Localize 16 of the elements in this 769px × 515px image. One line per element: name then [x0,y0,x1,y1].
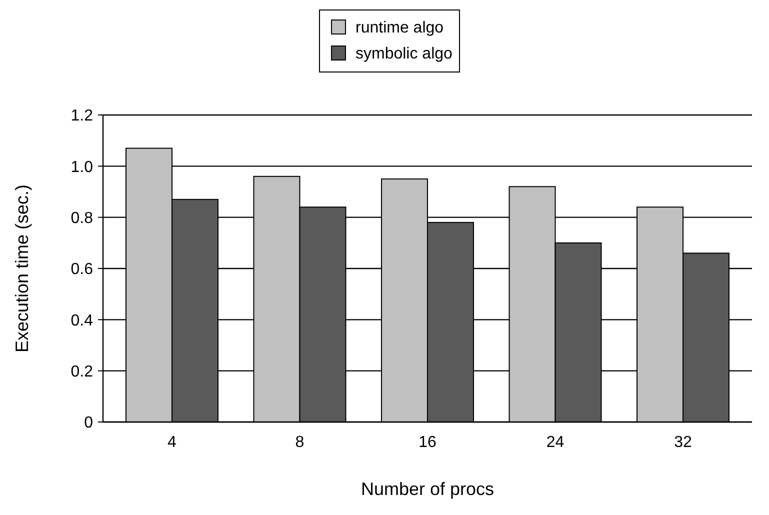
legend-label: runtime algo [356,20,444,37]
y-tick-label: 0.8 [70,210,94,227]
y-tick-label: 0.2 [70,363,94,380]
y-tick-label: 0.4 [70,312,94,330]
x-axis-title: Number of procs [360,479,494,499]
y-tick-label: 0 [84,414,94,432]
x-tick-label: 4 [168,434,177,451]
x-tick-label: 24 [546,434,564,451]
y-axis-title: Execution time (sec.) [12,184,32,353]
x-tick-label: 16 [418,434,436,451]
x-tick-label: 32 [674,434,692,451]
y-tick-label: 0.6 [70,261,94,278]
x-tick-label: 8 [295,434,304,451]
legend-label: symbolic algo [356,46,453,63]
y-tick-label: 1.2 [70,108,94,125]
y-tick-label: 1.0 [70,158,94,176]
